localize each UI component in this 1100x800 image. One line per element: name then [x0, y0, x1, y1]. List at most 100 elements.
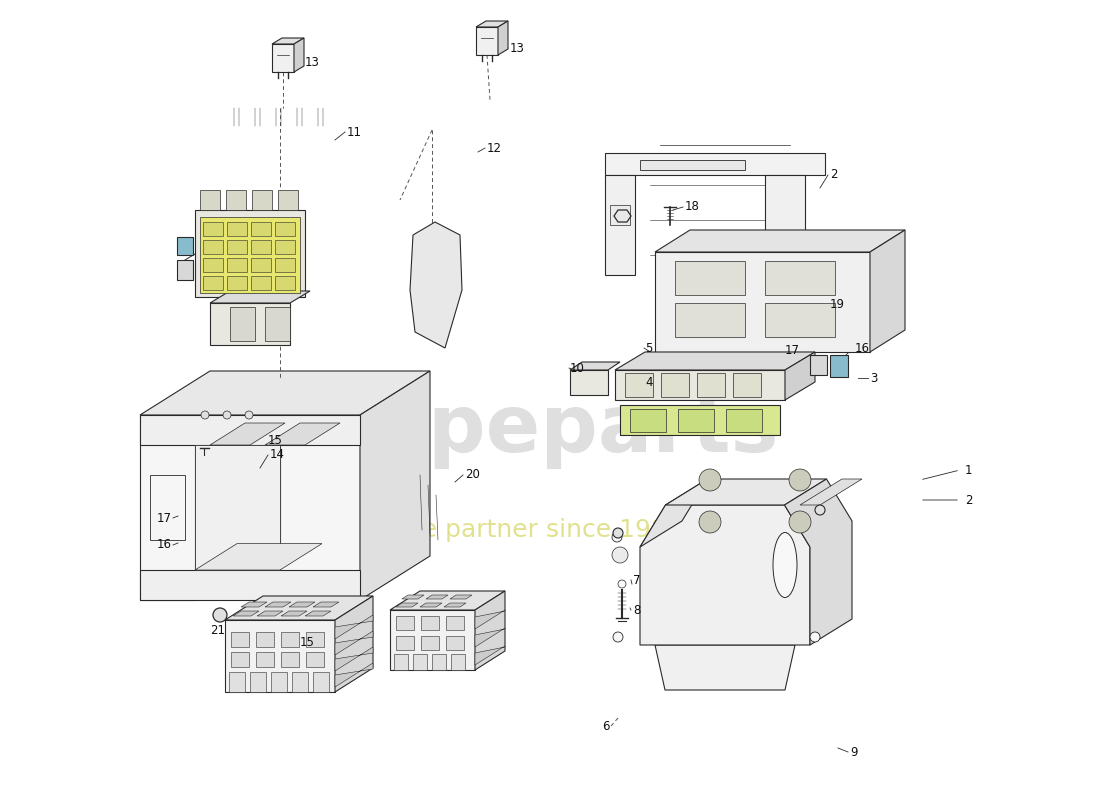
Polygon shape — [610, 205, 630, 225]
Polygon shape — [314, 602, 339, 607]
Polygon shape — [204, 276, 223, 290]
Polygon shape — [620, 405, 780, 435]
Circle shape — [245, 411, 253, 419]
Polygon shape — [204, 258, 223, 272]
Polygon shape — [764, 261, 835, 295]
Text: 16: 16 — [855, 342, 870, 354]
Circle shape — [613, 528, 623, 538]
Text: 8: 8 — [632, 603, 640, 617]
Text: 19: 19 — [830, 298, 845, 311]
Text: 3: 3 — [870, 371, 878, 385]
Polygon shape — [570, 362, 620, 370]
Polygon shape — [294, 38, 304, 72]
Polygon shape — [278, 190, 298, 210]
Polygon shape — [210, 291, 310, 303]
Text: 12: 12 — [487, 142, 502, 154]
Text: 15: 15 — [268, 434, 283, 446]
Text: 1: 1 — [965, 463, 972, 477]
Polygon shape — [275, 240, 295, 254]
Polygon shape — [410, 222, 462, 348]
Polygon shape — [336, 596, 373, 692]
Polygon shape — [306, 652, 324, 667]
Polygon shape — [280, 611, 307, 616]
Polygon shape — [265, 307, 290, 341]
Polygon shape — [421, 636, 439, 650]
Polygon shape — [390, 610, 475, 670]
Text: 15: 15 — [300, 637, 315, 650]
Polygon shape — [784, 479, 852, 645]
Polygon shape — [336, 663, 373, 687]
Polygon shape — [446, 616, 464, 630]
Polygon shape — [810, 355, 827, 375]
Polygon shape — [140, 415, 360, 445]
Polygon shape — [210, 303, 290, 345]
Polygon shape — [412, 654, 427, 670]
Polygon shape — [640, 479, 707, 547]
Text: 6: 6 — [603, 719, 611, 733]
Polygon shape — [275, 222, 295, 236]
Text: 18: 18 — [685, 201, 700, 214]
Text: 13: 13 — [305, 57, 320, 70]
Polygon shape — [426, 595, 448, 599]
Polygon shape — [605, 153, 825, 175]
Polygon shape — [390, 591, 505, 610]
Polygon shape — [640, 505, 810, 645]
Polygon shape — [625, 373, 653, 397]
Circle shape — [213, 608, 227, 622]
Polygon shape — [305, 611, 331, 616]
Text: 13: 13 — [510, 42, 525, 54]
Polygon shape — [256, 632, 274, 647]
Polygon shape — [654, 645, 795, 690]
Polygon shape — [420, 603, 442, 607]
Circle shape — [612, 532, 621, 542]
Polygon shape — [640, 160, 745, 170]
Polygon shape — [306, 632, 324, 647]
Polygon shape — [229, 672, 245, 692]
Text: 17: 17 — [785, 343, 800, 357]
Polygon shape — [615, 370, 785, 400]
Polygon shape — [251, 276, 271, 290]
Polygon shape — [275, 276, 295, 290]
Polygon shape — [289, 602, 315, 607]
Ellipse shape — [773, 533, 798, 598]
Polygon shape — [271, 672, 287, 692]
Polygon shape — [251, 222, 271, 236]
Polygon shape — [336, 631, 373, 655]
Polygon shape — [498, 21, 508, 55]
Polygon shape — [764, 175, 805, 285]
Polygon shape — [396, 616, 414, 630]
Polygon shape — [265, 602, 292, 607]
Polygon shape — [227, 276, 248, 290]
Polygon shape — [227, 240, 248, 254]
Polygon shape — [280, 415, 360, 600]
Polygon shape — [726, 409, 762, 432]
Polygon shape — [200, 217, 300, 293]
Polygon shape — [250, 672, 266, 692]
Circle shape — [618, 580, 626, 588]
Polygon shape — [666, 479, 826, 505]
Polygon shape — [314, 672, 329, 692]
Text: 11: 11 — [346, 126, 362, 138]
Circle shape — [613, 632, 623, 642]
Polygon shape — [265, 423, 340, 445]
Circle shape — [698, 511, 720, 533]
Polygon shape — [570, 370, 608, 395]
Text: a passionate partner since 1985: a passionate partner since 1985 — [277, 518, 682, 542]
Polygon shape — [241, 602, 267, 607]
Polygon shape — [450, 595, 472, 599]
Polygon shape — [605, 175, 635, 275]
Polygon shape — [226, 596, 373, 620]
Polygon shape — [195, 210, 305, 297]
Polygon shape — [446, 636, 464, 650]
Polygon shape — [615, 352, 815, 370]
Polygon shape — [476, 27, 498, 55]
Text: 16: 16 — [157, 538, 172, 551]
Polygon shape — [275, 258, 295, 272]
Circle shape — [810, 632, 820, 642]
Polygon shape — [292, 672, 308, 692]
Polygon shape — [140, 371, 430, 415]
Polygon shape — [451, 654, 465, 670]
Polygon shape — [227, 258, 248, 272]
Polygon shape — [251, 240, 271, 254]
Circle shape — [789, 511, 811, 533]
